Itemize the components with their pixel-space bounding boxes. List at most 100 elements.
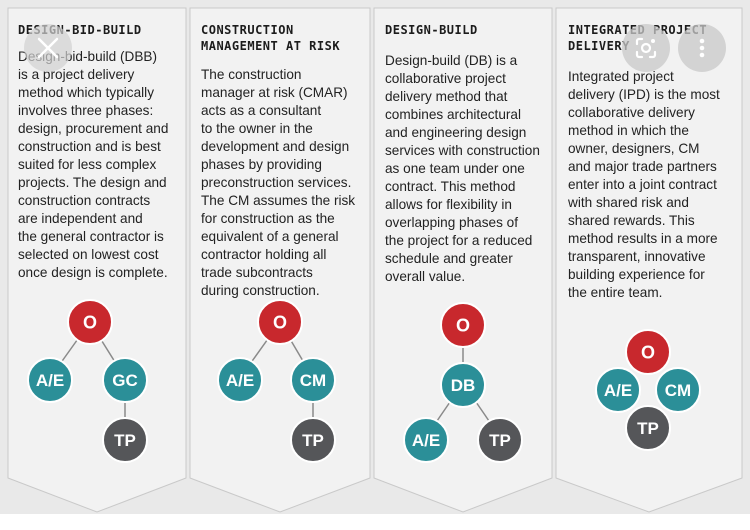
description-line: preconstruction services.: [201, 175, 352, 190]
description-line: acts as a consultant: [201, 103, 322, 118]
description-line: involves three phases:: [18, 103, 154, 118]
p2-node-ae-label: A/E: [226, 371, 254, 390]
p1-node-owner: O: [67, 299, 113, 345]
p3-node-ae-label: A/E: [412, 431, 440, 450]
description-line: allows for flexibility in: [385, 197, 512, 212]
p3-node-ae-circle: [403, 417, 449, 463]
p1-node-ae-label: A/E: [36, 371, 64, 390]
description-line: construction and is best: [18, 139, 161, 154]
p3-node-tp: TP: [477, 417, 523, 463]
description-line: development and design: [201, 139, 350, 154]
p1-node-tp-label: TP: [114, 431, 136, 450]
description-line: method in which the: [568, 123, 689, 138]
p1-node-gc-label: GC: [112, 371, 138, 390]
p2-node-cm-circle: [290, 357, 336, 403]
description-line: during construction.: [201, 283, 320, 298]
description-line: overlapping phases of: [385, 215, 519, 230]
lens-icon: [635, 37, 657, 59]
description-line: shared rewards. This: [568, 213, 695, 228]
more-button[interactable]: [678, 24, 726, 72]
description-line: design, procurement and: [18, 121, 169, 136]
panel-3-description: Design-build (DB) is a collaborative proj…: [385, 52, 550, 286]
p4-node-tp-circle: [625, 405, 671, 451]
p3-node-owner: O: [440, 302, 486, 348]
p3-node-db: DB: [440, 362, 486, 408]
p2-node-owner-label: O: [273, 312, 287, 332]
p1-node-owner-circle: [67, 299, 113, 345]
p3-node-db-label: DB: [451, 376, 476, 395]
p4-node-owner-circle: [625, 329, 671, 375]
p4-node-ae-circle: [595, 367, 641, 413]
p4-node-tp-label: TP: [637, 419, 659, 438]
close-icon: [37, 37, 59, 59]
description-line: the general contractor is: [18, 229, 164, 244]
p4-node-owner-label: O: [641, 342, 655, 362]
p2-node-ae-circle: [217, 357, 263, 403]
description-line: Design-build (DB) is a: [385, 53, 518, 68]
description-line: with shared risk and: [568, 195, 689, 210]
description-line: delivery (IPD) is the most: [568, 87, 720, 102]
p4-node-tp: TP: [625, 405, 671, 451]
p4-node-ae-label: A/E: [604, 381, 632, 400]
description-line: enter into a joint contract: [568, 177, 717, 192]
lens-button[interactable]: [622, 24, 670, 72]
p3-node-tp-label: TP: [489, 431, 511, 450]
p4-node-cm-circle: [655, 367, 701, 413]
description-line: method which typically: [18, 85, 154, 100]
description-line: building experience for: [568, 267, 705, 282]
description-line: manager at risk (CMAR): [201, 85, 348, 100]
p2-node-owner: O: [257, 299, 303, 345]
description-line: phases by providing: [201, 157, 322, 172]
p3-node-tp-circle: [477, 417, 523, 463]
description-line: contractor holding all: [201, 247, 327, 262]
p1-node-tp: TP: [102, 417, 148, 463]
description-line: to the owner in the: [201, 121, 313, 136]
description-line: trade subcontracts: [201, 265, 313, 280]
p2-node-tp: TP: [290, 417, 336, 463]
panel-3-title: DESIGN-BUILD: [385, 23, 478, 37]
description-line: for construction as the: [201, 211, 335, 226]
p2-node-tp-circle: [290, 417, 336, 463]
description-line: are independent and: [18, 211, 143, 226]
p2-node-cm: CM: [290, 357, 336, 403]
description-line: and major trade partners: [568, 159, 717, 174]
p4-node-cm-label: CM: [665, 381, 691, 400]
close-button[interactable]: [24, 24, 72, 72]
p3-node-owner-circle: [440, 302, 486, 348]
description-line: collaborative delivery: [568, 105, 695, 120]
description-line: Integrated project: [568, 69, 674, 84]
panel-2-title: CONSTRUCTION MANAGEMENT AT RISK: [201, 23, 341, 53]
p3-node-db-circle: [440, 362, 486, 408]
p2-node-ae: A/E: [217, 357, 263, 403]
p1-node-tp-circle: [102, 417, 148, 463]
panel-4-description: Integrated project delivery (IPD) is the …: [568, 68, 740, 302]
p4-node-cm: CM: [655, 367, 701, 413]
p1-node-owner-label: O: [83, 312, 97, 332]
p2-node-tp-label: TP: [302, 431, 324, 450]
bottom-edge: [0, 514, 750, 530]
p4-node-ae: A/E: [595, 367, 641, 413]
description-line: schedule and greater: [385, 251, 513, 266]
description-line: the entire team.: [568, 285, 663, 300]
p2-node-cm-label: CM: [300, 371, 326, 390]
description-line: owner, designers, CM: [568, 141, 700, 156]
description-line: collaborative project: [385, 71, 506, 86]
description-line: combines architectural: [385, 107, 521, 122]
description-line: the project for a reduced: [385, 233, 533, 248]
description-line: The CM assumes the risk: [201, 193, 356, 208]
description-line: overall value.: [385, 269, 466, 284]
p2-node-owner-circle: [257, 299, 303, 345]
description-line: contract. This method: [385, 179, 516, 194]
p1-node-ae-circle: [27, 357, 73, 403]
description-line: selected on lowest cost: [18, 247, 159, 262]
description-line: The construction: [201, 67, 302, 82]
description-line: delivery method that: [385, 89, 508, 104]
p1-node-gc: GC: [102, 357, 148, 403]
description-line: method results in a more: [568, 231, 718, 246]
p3-node-owner-label: O: [456, 315, 470, 335]
description-line: equivalent of a general: [201, 229, 339, 244]
description-line: as one team under one: [385, 161, 525, 176]
panel-2-description: The construction manager at risk (CMAR) ac…: [201, 66, 366, 300]
p4-node-owner: O: [625, 329, 671, 375]
